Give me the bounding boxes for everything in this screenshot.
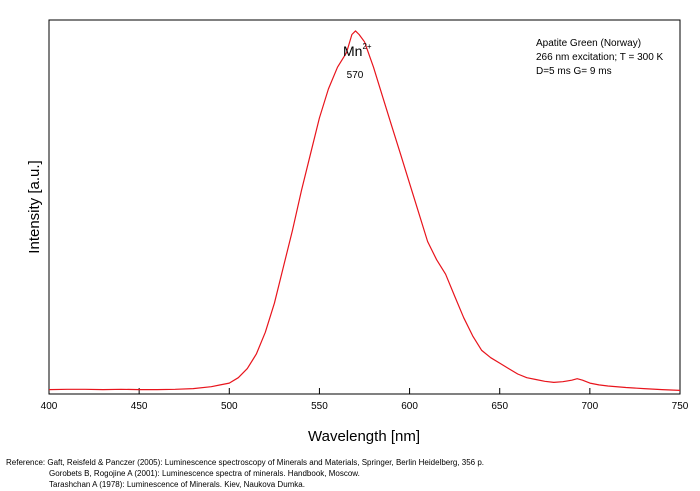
peak-ion-symbol: Mn [343,43,362,59]
info-excitation: 266 nm excitation; T = 300 K [536,52,664,63]
reference-line-2: Gorobets B, Rogojine A (2001): Luminesce… [49,469,360,478]
luminescence-spectrum-chart: 400 450 500 550 600 650 700 750 Wavelength [nm]… [26,19,689,445]
peak-ion-charge: 2+ [362,42,371,51]
peak-ion-label: Mn2+ [343,42,372,59]
plot-frame [48,19,681,395]
x-tick-label: 500 [221,401,238,412]
x-tick-label: 600 [401,401,418,412]
x-tick-label: 650 [491,401,508,412]
info-sample-name: Apatite Green (Norway) [536,38,641,49]
x-tick-label: 750 [672,401,689,412]
peak-wavelength-label: 570 [347,70,364,81]
spectrum-line [48,30,681,391]
x-tick-label: 700 [582,401,599,412]
x-axis-ticks: 400 450 500 550 600 650 700 750 [41,388,689,412]
reference-line-3: Tarashchan A (1978): Luminescence of Min… [49,480,305,489]
x-axis-label: Wavelength [nm] [308,428,420,445]
y-axis-label: Intensity [a.u.] [26,160,43,253]
references-block: Reference: Gaft, Reisfeld & Panczer (200… [6,457,484,490]
reference-line-1: Reference: Gaft, Reisfeld & Panczer (200… [6,458,485,467]
info-delay-gate: D=5 ms G= 9 ms [536,66,612,77]
x-tick-label: 450 [131,401,148,412]
x-tick-label: 550 [311,401,328,412]
x-tick-label: 400 [41,401,58,412]
